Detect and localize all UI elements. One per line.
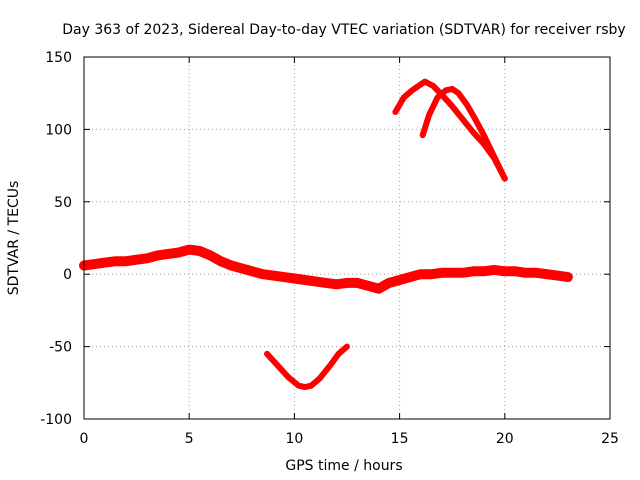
x-tick-label: 20 [496, 431, 514, 447]
y-axis-label: SDTVAR / TECUs [6, 181, 22, 296]
y-tick-labels: -100 -50 0 50 100 150 [40, 50, 72, 428]
x-tick-labels: 0 5 10 15 20 25 [80, 431, 619, 447]
grid [84, 57, 610, 419]
x-tick-label: 10 [285, 431, 303, 447]
axis-ticks [83, 56, 611, 420]
y-tick-label: 50 [54, 195, 72, 211]
x-tick-label: 5 [185, 431, 194, 447]
series-line-dip [264, 343, 350, 391]
series-line-main [79, 244, 573, 294]
series-layer [79, 78, 573, 391]
x-tick-label: 25 [601, 431, 619, 447]
x-tick-label: 0 [80, 431, 89, 447]
chart-title: Day 363 of 2023, Sidereal Day-to-day VTE… [62, 22, 625, 38]
plot-frame [83, 56, 611, 420]
y-tick-label: -100 [40, 412, 72, 428]
series-line-arc-1 [392, 78, 508, 182]
y-tick-label: 100 [45, 122, 72, 138]
x-axis-label: GPS time / hours [285, 458, 402, 474]
x-tick-label: 15 [391, 431, 409, 447]
y-tick-label: -50 [49, 340, 72, 356]
y-tick-label: 150 [45, 50, 72, 66]
y-tick-label: 0 [63, 267, 72, 283]
series-line-arc-2 [419, 85, 508, 182]
